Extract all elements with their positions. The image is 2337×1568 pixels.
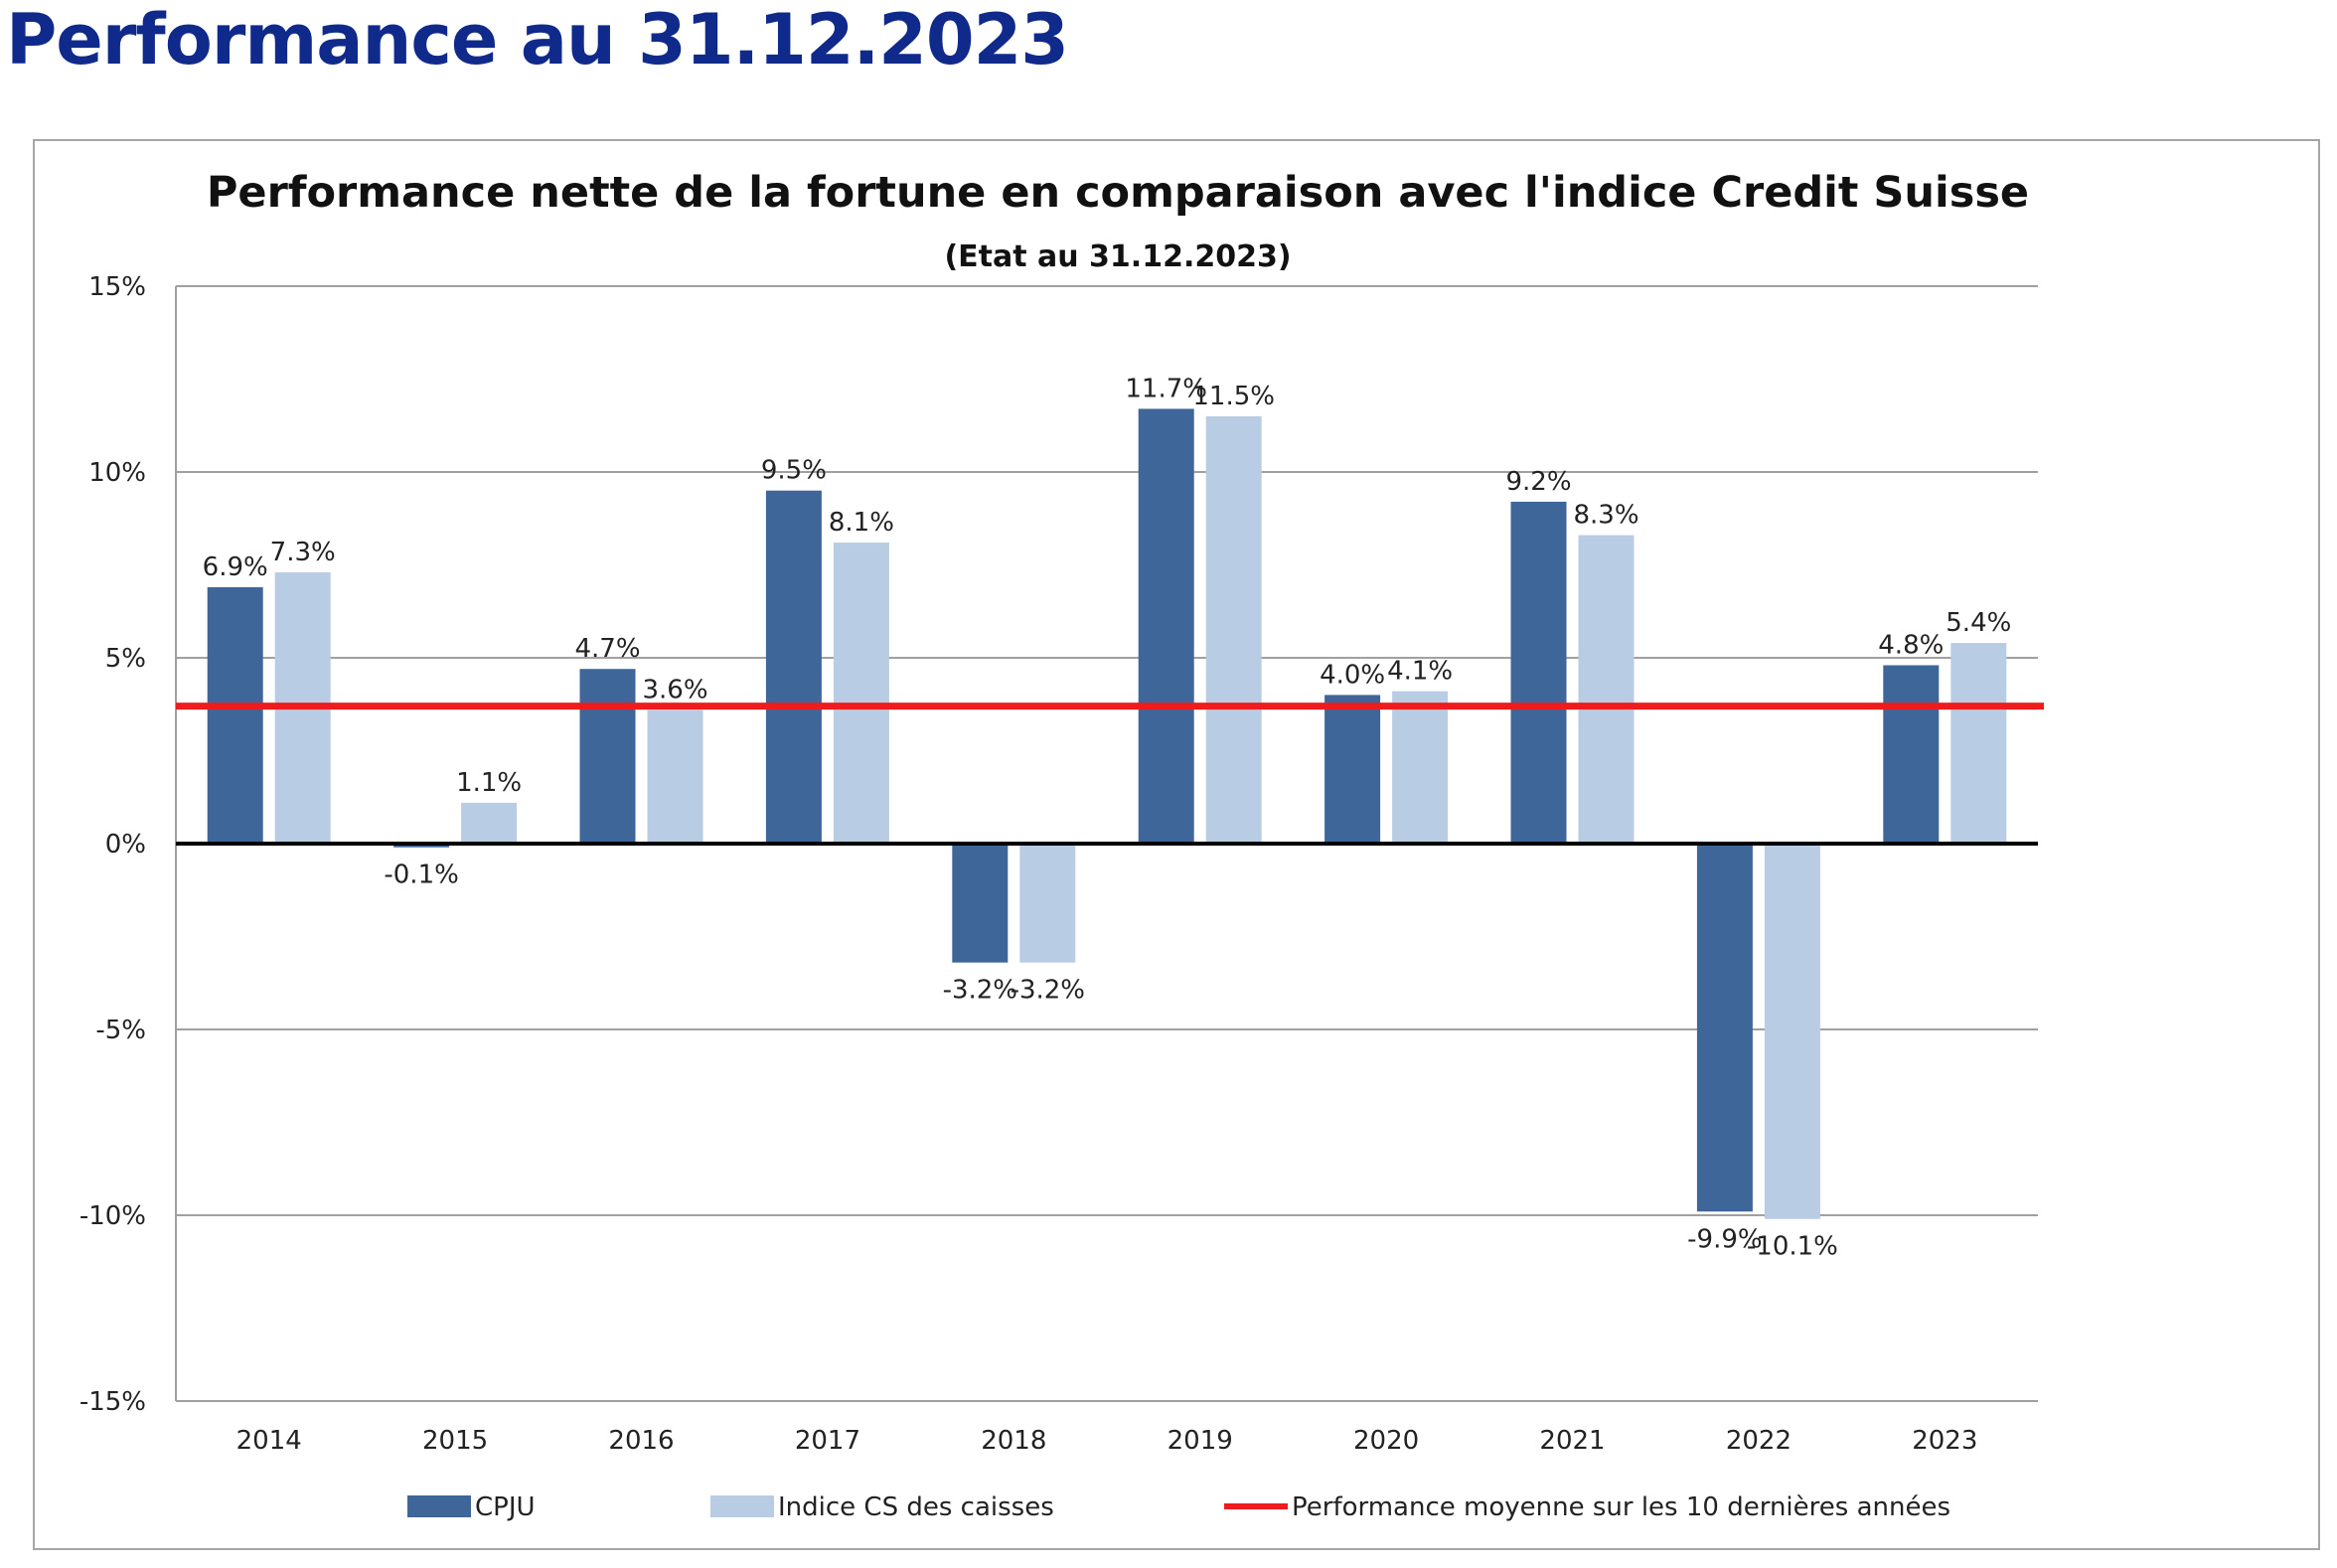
bar-indice xyxy=(833,543,889,844)
x-axis-ticks: 2014 2015 2016 2017 2018 2019 2020 2021 2022 2023 xyxy=(236,1426,1978,1456)
bar-indice xyxy=(1019,844,1076,963)
data-label: 9.2% xyxy=(1505,467,1571,497)
y-tick-label: -5% xyxy=(95,1016,146,1045)
legend-indice-swatch xyxy=(710,1495,774,1517)
x-tick-label: 2017 xyxy=(795,1426,860,1456)
data-label: 11.7% xyxy=(1125,374,1207,403)
y-tick-label: 10% xyxy=(88,458,146,488)
data-label: -3.2% xyxy=(1011,976,1085,1006)
bar-indice xyxy=(1205,415,1262,844)
bar-cpju xyxy=(765,490,822,844)
gridlines xyxy=(175,285,2038,1402)
data-label: -3.2% xyxy=(943,976,1017,1006)
y-axis-ticks: 15% 10% 5% 0% -5% -10% -15% xyxy=(79,272,146,1417)
x-tick-label: 2023 xyxy=(1912,1426,1977,1456)
chart-subtitle: (Etat au 31.12.2023) xyxy=(944,239,1291,274)
data-label: 9.5% xyxy=(761,456,827,486)
bar-cpju xyxy=(1696,844,1753,1212)
bars xyxy=(176,408,2044,1219)
data-label: 4.1% xyxy=(1387,657,1453,687)
data-label: -9.9% xyxy=(1687,1224,1762,1254)
bar-indice xyxy=(1764,844,1820,1219)
data-labels: 6.9% 7.3% -0.1% 1.1% 4.7%3.6% 9.5%8.1% -3.2%-3… xyxy=(203,374,2012,1261)
page-title: Performance au 31.12.2023 xyxy=(6,0,1069,80)
bar-chart: Performance nette de la fortune en compa… xyxy=(79,168,2044,1522)
data-label: 4.7% xyxy=(574,634,640,664)
bar-indice xyxy=(1578,535,1635,844)
data-label: 5.4% xyxy=(1946,608,2011,638)
x-tick-label: 2018 xyxy=(981,1426,1046,1456)
data-label: -0.1% xyxy=(384,861,458,890)
data-label: -10.1% xyxy=(1747,1232,1838,1262)
x-tick-label: 2021 xyxy=(1539,1426,1605,1456)
y-tick-label: 15% xyxy=(88,272,146,302)
x-tick-label: 2022 xyxy=(1726,1426,1792,1456)
chart-container: Performance nette de la fortune en compa… xyxy=(33,139,2320,1550)
data-label: 11.5% xyxy=(1192,382,1275,411)
bar-cpju xyxy=(952,844,1009,963)
x-tick-label: 2019 xyxy=(1168,1426,1233,1456)
legend: CPJU Indice CS des caisses Performance moy… xyxy=(407,1492,1950,1522)
bar-cpju xyxy=(207,586,263,844)
legend-average-label: Performance moyenne sur les 10 dernières… xyxy=(1292,1492,1950,1522)
chart-title: Performance nette de la fortune en compa… xyxy=(207,168,2029,218)
y-tick-label: -10% xyxy=(79,1201,146,1231)
data-label: 1.1% xyxy=(456,768,522,798)
x-tick-label: 2015 xyxy=(422,1426,488,1456)
data-label: 3.6% xyxy=(642,675,707,705)
bar-cpju xyxy=(1324,695,1381,844)
y-tick-label: -15% xyxy=(79,1387,146,1417)
x-tick-label: 2020 xyxy=(1353,1426,1419,1456)
legend-cpju-label: CPJU xyxy=(475,1492,536,1522)
y-tick-label: 0% xyxy=(105,830,146,860)
bar-indice xyxy=(647,709,703,844)
bar-indice xyxy=(461,802,518,844)
data-label: 4.8% xyxy=(1878,630,1944,660)
bar-indice xyxy=(1950,643,2007,844)
x-tick-label: 2016 xyxy=(608,1426,674,1456)
legend-indice-label: Indice CS des caisses xyxy=(778,1492,1054,1522)
data-label: 7.3% xyxy=(270,538,336,567)
data-label: 8.1% xyxy=(829,508,894,538)
data-label: 6.9% xyxy=(203,552,268,582)
bar-cpju xyxy=(1510,501,1567,844)
y-tick-label: 5% xyxy=(105,644,146,674)
bar-cpju xyxy=(1883,665,1940,844)
bar-cpju xyxy=(1138,408,1194,844)
data-label: 4.0% xyxy=(1320,660,1385,690)
bar-cpju xyxy=(579,669,636,844)
legend-cpju-swatch xyxy=(407,1495,471,1517)
data-label: 8.3% xyxy=(1573,501,1638,531)
bar-indice xyxy=(1392,691,1449,844)
x-tick-label: 2014 xyxy=(236,1426,302,1456)
